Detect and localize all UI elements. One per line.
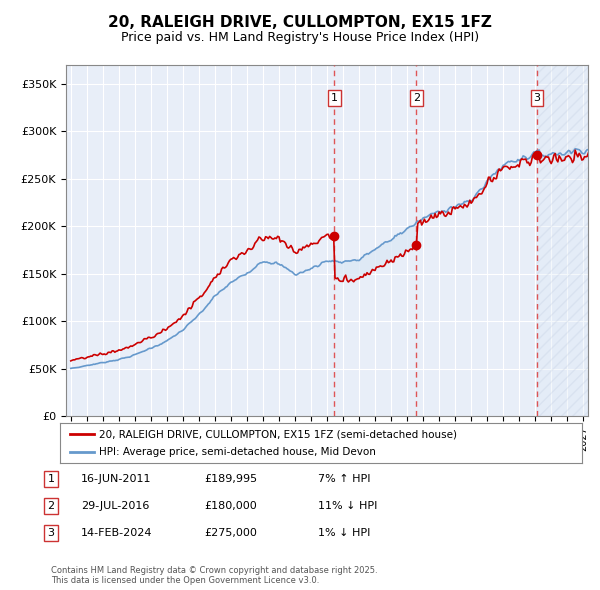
Text: 20, RALEIGH DRIVE, CULLOMPTON, EX15 1FZ (semi-detached house): 20, RALEIGH DRIVE, CULLOMPTON, EX15 1FZ … <box>99 430 457 440</box>
Text: 2: 2 <box>47 501 55 510</box>
Text: HPI: Average price, semi-detached house, Mid Devon: HPI: Average price, semi-detached house,… <box>99 447 376 457</box>
Text: 7% ↑ HPI: 7% ↑ HPI <box>318 474 371 484</box>
Text: 1: 1 <box>47 474 55 484</box>
Text: £275,000: £275,000 <box>204 528 257 537</box>
Text: 1: 1 <box>331 93 338 103</box>
Text: 3: 3 <box>533 93 541 103</box>
Text: £189,995: £189,995 <box>204 474 257 484</box>
Text: 16-JUN-2011: 16-JUN-2011 <box>81 474 151 484</box>
Text: Price paid vs. HM Land Registry's House Price Index (HPI): Price paid vs. HM Land Registry's House … <box>121 31 479 44</box>
Text: 20, RALEIGH DRIVE, CULLOMPTON, EX15 1FZ: 20, RALEIGH DRIVE, CULLOMPTON, EX15 1FZ <box>108 15 492 30</box>
Text: 3: 3 <box>47 528 55 537</box>
Text: 1% ↓ HPI: 1% ↓ HPI <box>318 528 370 537</box>
Text: 11% ↓ HPI: 11% ↓ HPI <box>318 501 377 510</box>
Text: Contains HM Land Registry data © Crown copyright and database right 2025.
This d: Contains HM Land Registry data © Crown c… <box>51 566 377 585</box>
Text: £180,000: £180,000 <box>204 501 257 510</box>
Text: 29-JUL-2016: 29-JUL-2016 <box>81 501 149 510</box>
Text: 14-FEB-2024: 14-FEB-2024 <box>81 528 152 537</box>
Text: 2: 2 <box>413 93 420 103</box>
